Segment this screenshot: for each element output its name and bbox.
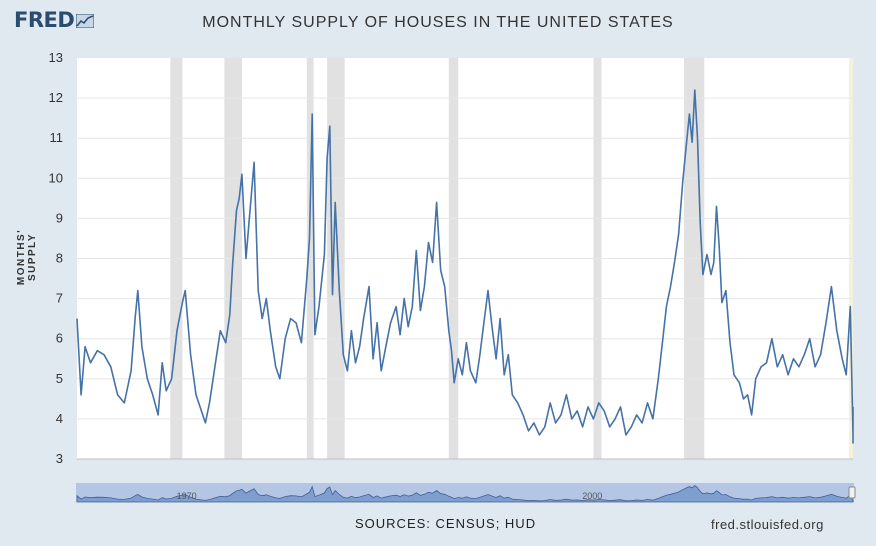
site-link[interactable]: fred.stlouisfed.org: [711, 517, 824, 532]
y-tick-label: 7: [56, 291, 63, 306]
y-tick-label: 13: [49, 50, 63, 65]
y-tick-label: 6: [56, 331, 63, 346]
y-tick-label: 9: [56, 210, 63, 225]
chart-title: MONTHLY SUPPLY OF HOUSES IN THE UNITED S…: [202, 14, 674, 31]
y-tick-label: 4: [56, 411, 63, 426]
sources-text: SOURCES: CENSUS; HUD: [355, 516, 537, 531]
fred-logo[interactable]: FRED: [14, 8, 95, 32]
y-tick-label: 3: [56, 451, 63, 466]
logo-text: FRED: [14, 8, 75, 32]
y-tick-label: 5: [56, 371, 63, 386]
y-tick-label: 8: [56, 251, 63, 266]
y-tick-label: 12: [49, 90, 63, 105]
y-tick-label: 10: [49, 170, 63, 185]
navigator-series: [76, 484, 854, 503]
y-axis-label: MONTHS' SUPPLY: [16, 228, 38, 286]
series-line: [76, 89, 854, 444]
navigator-label: 1970: [177, 491, 197, 501]
y-tick-label: 11: [50, 130, 64, 145]
navigator-label: 2000: [582, 491, 602, 501]
navigator-handle[interactable]: [848, 486, 856, 499]
mini-line-chart-icon: [76, 14, 95, 28]
